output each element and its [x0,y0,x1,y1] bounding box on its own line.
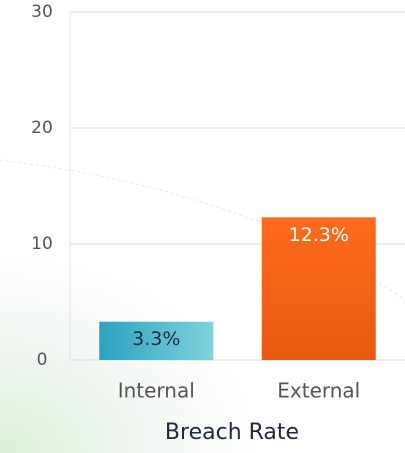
y-tick-label: 10 [31,234,53,254]
x-tick-label: External [277,379,360,403]
value-label: 12.3% [289,224,349,246]
bar [261,217,376,360]
y-tick-label: 0 [37,350,48,370]
bar [99,321,214,360]
x-axis-title: Breach Rate [165,420,299,445]
y-tick-label: 20 [31,118,53,138]
value-label: 3.3% [132,328,180,350]
y-tick-label: 30 [31,2,53,22]
x-tick-label: Internal [118,379,195,403]
